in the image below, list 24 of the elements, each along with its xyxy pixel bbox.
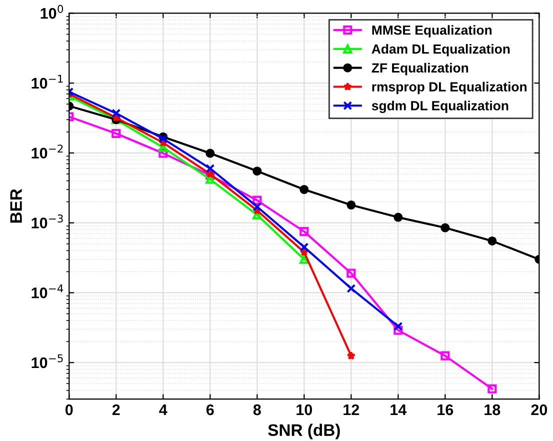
x-axis-title: SNR (dB) [268,424,340,440]
y-tick-label: 10$^{0}$ [40,4,64,19]
legend-label: MMSE Equalization [372,25,492,38]
legend-label: sgdm DL Equalization [372,100,508,114]
y-tick-label: 10$^{−2}$ [32,144,63,159]
legend-label: Adam DL Equalization [372,44,510,56]
x-tick-label: 20 [531,404,548,416]
x-tick-label: 4 [159,404,168,416]
x-tick-label: 10 [296,404,312,416]
x-tick-label: 12 [344,404,360,416]
x-tick-label: 6 [206,404,214,416]
y-axis-title: BER [10,188,22,223]
legend-label: rmsprop DL Equalization [372,82,526,94]
legend-label: ZF Equalization [372,62,468,76]
y-tick-label: 10$^{−3}$ [32,214,63,228]
x-tick-label: 0 [65,404,73,416]
x-tick-label: 16 [438,404,454,416]
y-tick-label: 10$^{−1}$ [32,74,63,89]
x-tick-label: 18 [484,404,500,416]
x-tick-label: 14 [390,404,407,416]
x-tick-label: 8 [253,404,261,416]
y-tick-label: 10$^{−4}$ [32,284,64,298]
x-tick-label: 2 [112,404,120,416]
y-tick-label: 10$^{−5}$ [32,354,63,368]
